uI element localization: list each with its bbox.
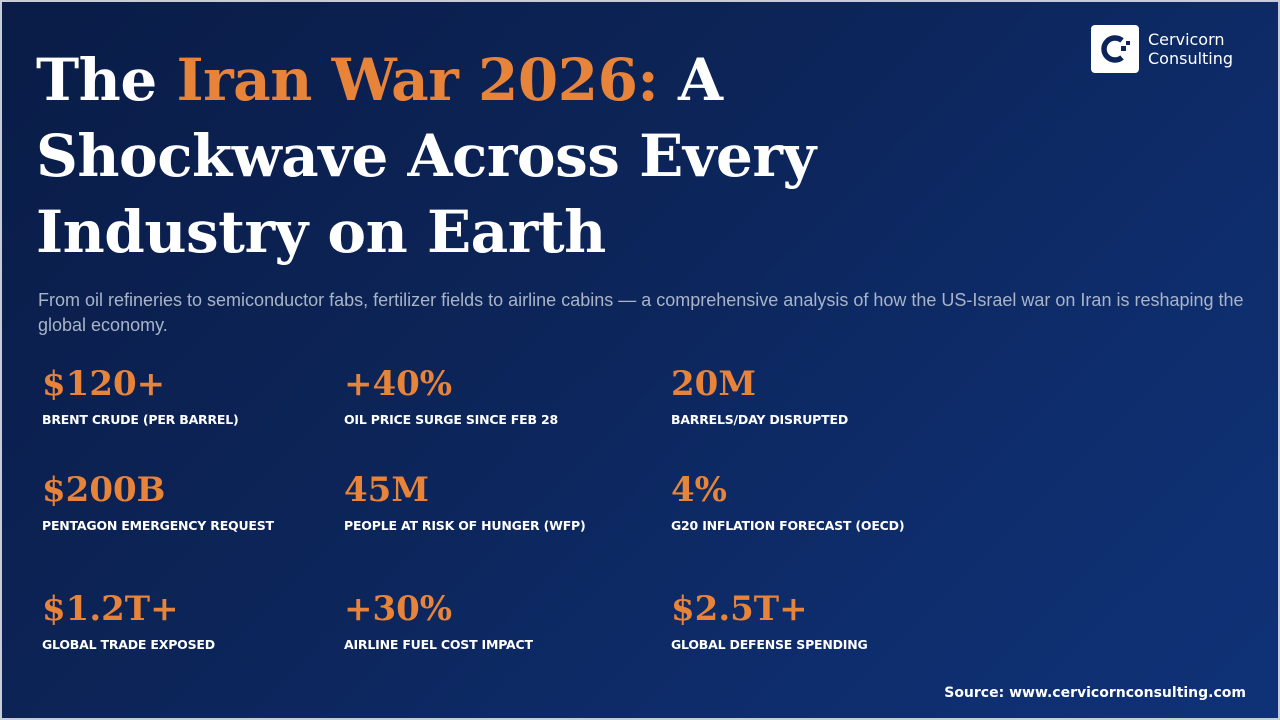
stat-label: AIRLINE FUEL COST IMPACT [344, 637, 533, 652]
stat-label: BARRELS/DAY DISRUPTED [671, 412, 848, 427]
stat-airline-fuel: +30% AIRLINE FUEL COST IMPACT [344, 589, 533, 653]
stat-barrels-disrupted: 20M BARRELS/DAY DISRUPTED [671, 364, 848, 428]
stat-label: PENTAGON EMERGENCY REQUEST [42, 518, 274, 533]
brand-name: Cervicorn Consulting [1148, 30, 1233, 68]
stat-global-trade: $1.2T+ GLOBAL TRADE EXPOSED [42, 589, 215, 653]
stat-hunger-risk: 45M PEOPLE AT RISK OF HUNGER (WFP) [344, 470, 586, 534]
stat-value: 20M [671, 364, 756, 404]
stat-value: 4% [671, 470, 727, 510]
stat-pentagon-request: $200B PENTAGON EMERGENCY REQUEST [42, 470, 274, 534]
brand-name-line1: Cervicorn [1148, 30, 1225, 49]
stat-label: G20 INFLATION FORECAST (OECD) [671, 518, 905, 533]
title-line2: Shockwave Across Every [36, 122, 816, 190]
stat-label: GLOBAL TRADE EXPOSED [42, 637, 215, 652]
stat-value: $200B [42, 470, 166, 510]
cervicorn-c-icon [1091, 25, 1139, 73]
source-citation: Source: www.cervicornconsulting.com [944, 685, 1246, 701]
page-title: The Iran War 2026: A Shockwave Across Ev… [36, 42, 816, 270]
title-accent: Iran War 2026: [176, 46, 659, 114]
stat-label: OIL PRICE SURGE SINCE FEB 28 [344, 412, 558, 427]
stat-label: PEOPLE AT RISK OF HUNGER (WFP) [344, 518, 586, 533]
stat-value: 45M [344, 470, 429, 510]
stat-value: $1.2T+ [42, 589, 179, 629]
stat-value: +30% [344, 589, 453, 629]
stat-value: $120+ [42, 364, 166, 404]
stat-oil-price-surge: +40% OIL PRICE SURGE SINCE FEB 28 [344, 364, 558, 428]
title-part2: A [658, 46, 723, 114]
title-line3: Industry on Earth [36, 198, 606, 266]
stat-label: GLOBAL DEFENSE SPENDING [671, 637, 868, 652]
title-part1: The [36, 46, 177, 114]
stat-label: BRENT CRUDE (PER BARREL) [42, 412, 239, 427]
stat-defense-spending: $2.5T+ GLOBAL DEFENSE SPENDING [671, 589, 868, 653]
stat-brent-crude: $120+ BRENT CRUDE (PER BARREL) [42, 364, 239, 428]
stat-value: +40% [344, 364, 453, 404]
stat-g20-inflation: 4% G20 INFLATION FORECAST (OECD) [671, 470, 905, 534]
brand-logo: Cervicorn Consulting [1091, 25, 1233, 73]
brand-name-line2: Consulting [1148, 49, 1234, 68]
subtitle: From oil refineries to semiconductor fab… [38, 290, 1244, 335]
stat-value: $2.5T+ [671, 589, 808, 629]
